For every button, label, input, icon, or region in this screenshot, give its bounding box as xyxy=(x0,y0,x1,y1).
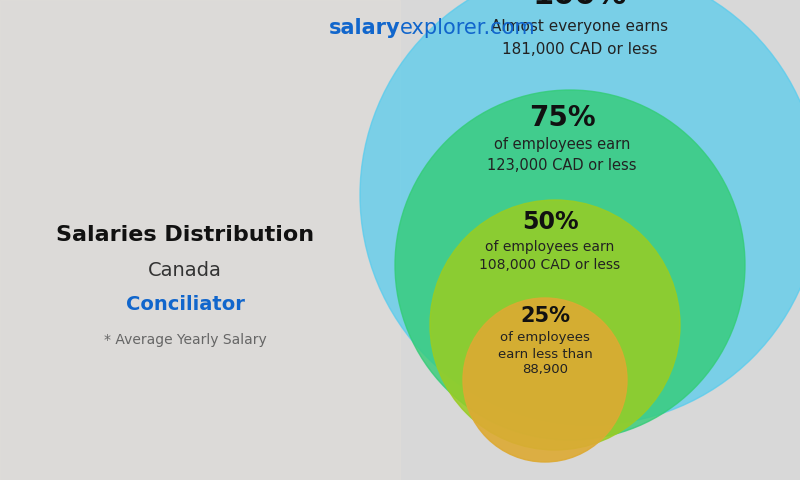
Text: of employees: of employees xyxy=(500,332,590,345)
Text: of employees earn: of employees earn xyxy=(494,137,630,153)
Circle shape xyxy=(430,200,680,450)
Text: Conciliator: Conciliator xyxy=(126,296,245,314)
Text: 25%: 25% xyxy=(520,306,570,326)
Text: 75%: 75% xyxy=(529,104,595,132)
Text: 108,000 CAD or less: 108,000 CAD or less xyxy=(479,258,621,272)
Text: 123,000 CAD or less: 123,000 CAD or less xyxy=(487,157,637,172)
Text: 100%: 100% xyxy=(533,0,627,10)
Text: Almost everyone earns: Almost everyone earns xyxy=(491,20,669,35)
Text: Salaries Distribution: Salaries Distribution xyxy=(56,225,314,245)
Text: Canada: Canada xyxy=(148,261,222,279)
Bar xyxy=(0,0,400,480)
Circle shape xyxy=(360,0,800,425)
Circle shape xyxy=(463,298,627,462)
Text: explorer.com: explorer.com xyxy=(400,18,536,38)
Text: * Average Yearly Salary: * Average Yearly Salary xyxy=(104,333,266,347)
Text: salary: salary xyxy=(328,18,400,38)
Text: 50%: 50% xyxy=(522,210,578,234)
Circle shape xyxy=(395,90,745,440)
Text: 181,000 CAD or less: 181,000 CAD or less xyxy=(502,43,658,58)
Text: earn less than: earn less than xyxy=(498,348,592,360)
Text: 88,900: 88,900 xyxy=(522,363,568,376)
Text: of employees earn: of employees earn xyxy=(486,240,614,254)
